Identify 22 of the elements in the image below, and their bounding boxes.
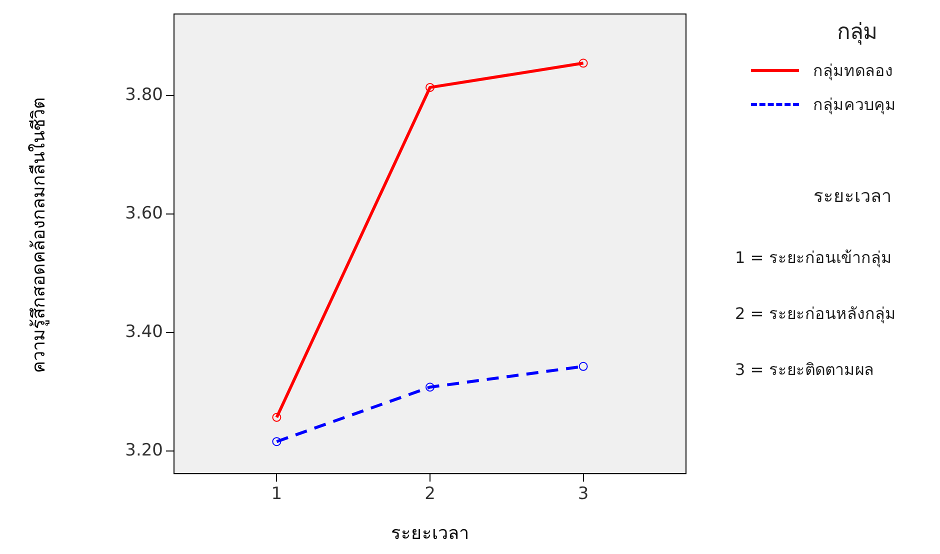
- point: [426, 382, 434, 392]
- text: ระยะเวลา: [812, 185, 892, 209]
- y-tick-label: 3.80: [125, 85, 163, 106]
- y-tick-label: 3.20: [125, 440, 163, 461]
- legend-label: กลุ่มทดลอง: [813, 60, 893, 82]
- point: [578, 58, 588, 68]
- x-tick-label: 2: [424, 484, 436, 504]
- point: [426, 82, 434, 92]
- text: 3 = ระยะติดตามผล: [735, 359, 875, 381]
- x-tick-label: 3: [578, 484, 589, 504]
- y-axis-title: ความรู้สึกสอดคล้องกลมกลืนในชีวิต: [27, 97, 50, 373]
- legend-label: กลุ่มควบคุม: [813, 94, 896, 116]
- legend-title: กลุ่ม: [836, 19, 879, 47]
- y-tick-label: 3.40: [125, 322, 163, 342]
- y-tick-label: 3.60: [125, 204, 163, 224]
- text: 1 = ระยะก่อนเข้ากลุ่ม: [735, 247, 893, 270]
- point: [272, 437, 282, 446]
- point: [272, 412, 282, 422]
- x-tick-label: 1: [271, 484, 282, 504]
- text: 2 = ระยะก่อนหลังกลุ่ม: [735, 303, 897, 326]
- x-axis-title: ระยะเวลา: [390, 522, 470, 546]
- point: [578, 362, 588, 371]
